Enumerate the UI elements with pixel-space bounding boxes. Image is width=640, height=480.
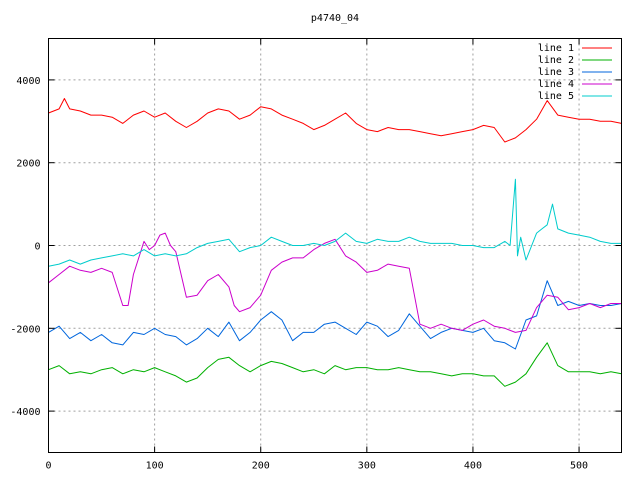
series-line-2 — [48, 342, 622, 387]
legend-label-1: line 1 — [538, 43, 574, 54]
series-line-1 — [48, 98, 622, 143]
axis-ticks: 0 100 200 300 400 500 -4000 -2000 0 2000 4000 — [10, 38, 622, 472]
series-line-4 — [48, 232, 622, 333]
x-tick-label: 500 — [570, 461, 588, 472]
y-tick-label: -4000 — [10, 407, 40, 418]
legend-label-3: line 3 — [538, 67, 574, 78]
x-tick-label: 100 — [146, 461, 164, 472]
series-line-5 — [48, 178, 622, 267]
y-tick-label: 2000 — [16, 159, 40, 170]
series-group — [48, 98, 622, 387]
series-line-3 — [48, 280, 622, 350]
x-tick-label: 400 — [464, 461, 482, 472]
x-tick-label: 300 — [358, 461, 376, 472]
x-tick-label: 0 — [45, 461, 51, 472]
y-tick-label: 4000 — [16, 76, 40, 87]
x-tick-label: 200 — [252, 461, 270, 472]
grid-lines — [48, 38, 622, 453]
legend-label-5: line 5 — [538, 91, 574, 102]
legend-label-2: line 2 — [538, 55, 574, 66]
chart-title: p4740_04 — [311, 13, 359, 24]
y-tick-label: 0 — [34, 242, 40, 253]
y-tick-label: -2000 — [10, 324, 40, 335]
legend-label-4: line 4 — [538, 79, 574, 90]
